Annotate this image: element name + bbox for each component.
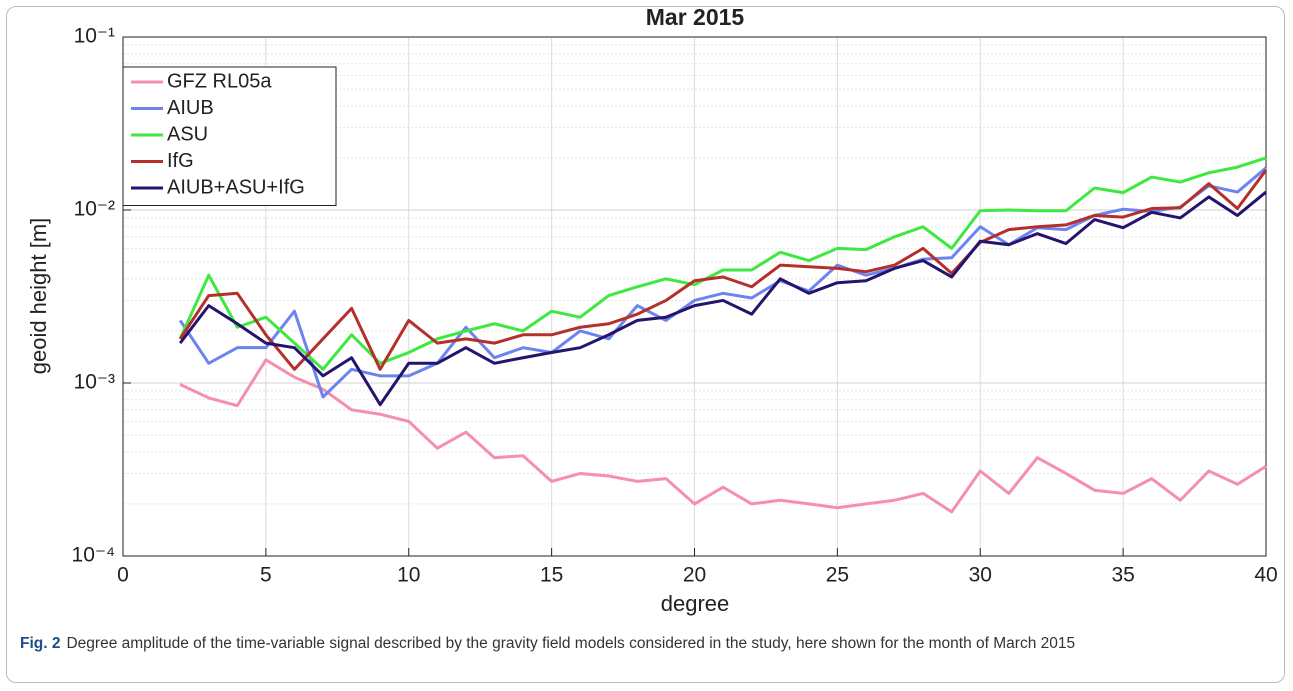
caption: Fig. 2 Degree amplitude of the time-varia…: [20, 632, 1270, 655]
x-tick-label: 15: [540, 564, 563, 587]
x-tick-label: 40: [1254, 564, 1277, 587]
chart: Mar 2015 degree geoid height [m] 0 5 10 15 2…: [26, 4, 1278, 616]
x-tick-label: 35: [1111, 564, 1134, 587]
y-tick-label: 10⁻³: [74, 371, 115, 394]
y-tick-label: 10⁻⁴: [72, 544, 115, 567]
chart-title: Mar 2015: [646, 4, 745, 30]
frame: [6, 6, 1285, 683]
series-line: [179, 358, 1267, 514]
y-tick-label: 10⁻¹: [74, 25, 115, 48]
legend-label: ASU: [167, 123, 208, 145]
series-line: [178, 190, 1267, 407]
x-tick-label: 5: [260, 564, 272, 587]
y-axis-label: geoid height [m]: [26, 218, 51, 375]
legend-label: AIUB: [167, 97, 214, 119]
legend-label: AIUB+ASU+IfG: [167, 176, 305, 198]
x-tick-label: 10: [397, 564, 420, 587]
y-tick-label: 10⁻²: [74, 198, 115, 221]
series-line: [178, 169, 1268, 371]
legend-label: GFZ RL05a: [167, 70, 272, 92]
plot-frame: [122, 36, 1267, 557]
caption-text: Degree amplitude of the time-variable si…: [66, 635, 1076, 652]
x-axis-label: degree: [661, 591, 730, 616]
x-tick-label: 30: [969, 564, 992, 587]
series-line: [178, 156, 1267, 371]
caption-label: Fig. 2: [20, 635, 61, 652]
legend-label: IfG: [167, 150, 194, 172]
x-tick-label: 25: [826, 564, 849, 587]
x-tick-label: 0: [117, 564, 129, 587]
x-tick-label: 20: [683, 564, 706, 587]
